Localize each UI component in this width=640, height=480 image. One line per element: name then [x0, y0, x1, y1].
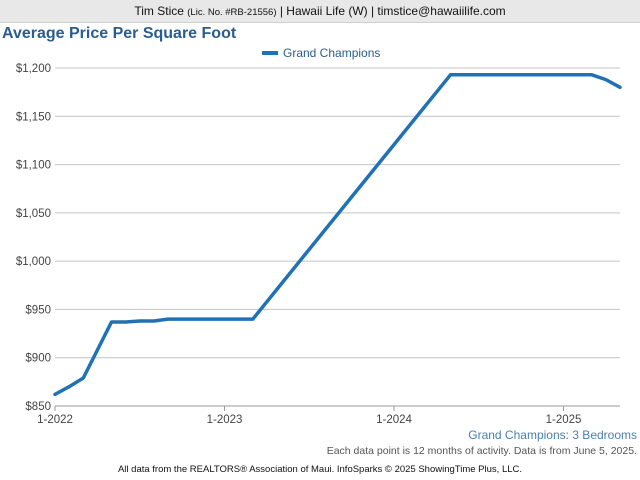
y-tick-label: $900	[25, 353, 51, 365]
x-tick-label: 1-2024	[376, 414, 412, 426]
y-tick-label: $1,000	[16, 256, 51, 268]
legend-label: Grand Champions	[283, 46, 380, 60]
footer-credit: All data from the REALTORS® Association …	[117, 464, 523, 475]
x-tick-label: 1-2023	[207, 414, 243, 426]
y-tick-label: $850	[25, 401, 51, 413]
data-note: Each data point is 12 months of activity…	[326, 445, 637, 457]
agent-name: Tim Stice	[134, 4, 184, 18]
y-tick-label: $1,150	[16, 111, 51, 123]
agent-license: (Lic. No. #RB-21556)	[187, 7, 277, 18]
y-tick-label: $1,200	[16, 63, 51, 75]
y-tick-label: $1,050	[16, 208, 51, 220]
series-line-grand-champions	[53, 73, 622, 397]
x-tick-label: 1-2025	[546, 414, 582, 426]
chart-title: Average Price Per Square Foot	[2, 25, 237, 42]
x-tick-label: 1-2022	[37, 414, 73, 426]
agent-header: Tim Stice (Lic. No. #RB-21556) | Hawaii …	[0, 0, 640, 23]
y-tick-label: $1,100	[16, 160, 51, 172]
agent-company-email: | Hawaii Life (W) | timstice@hawaiilife.…	[279, 4, 506, 18]
chart-subtitle: Grand Champions: 3 Bedrooms	[468, 428, 637, 442]
y-tick-label: $950	[25, 304, 51, 316]
